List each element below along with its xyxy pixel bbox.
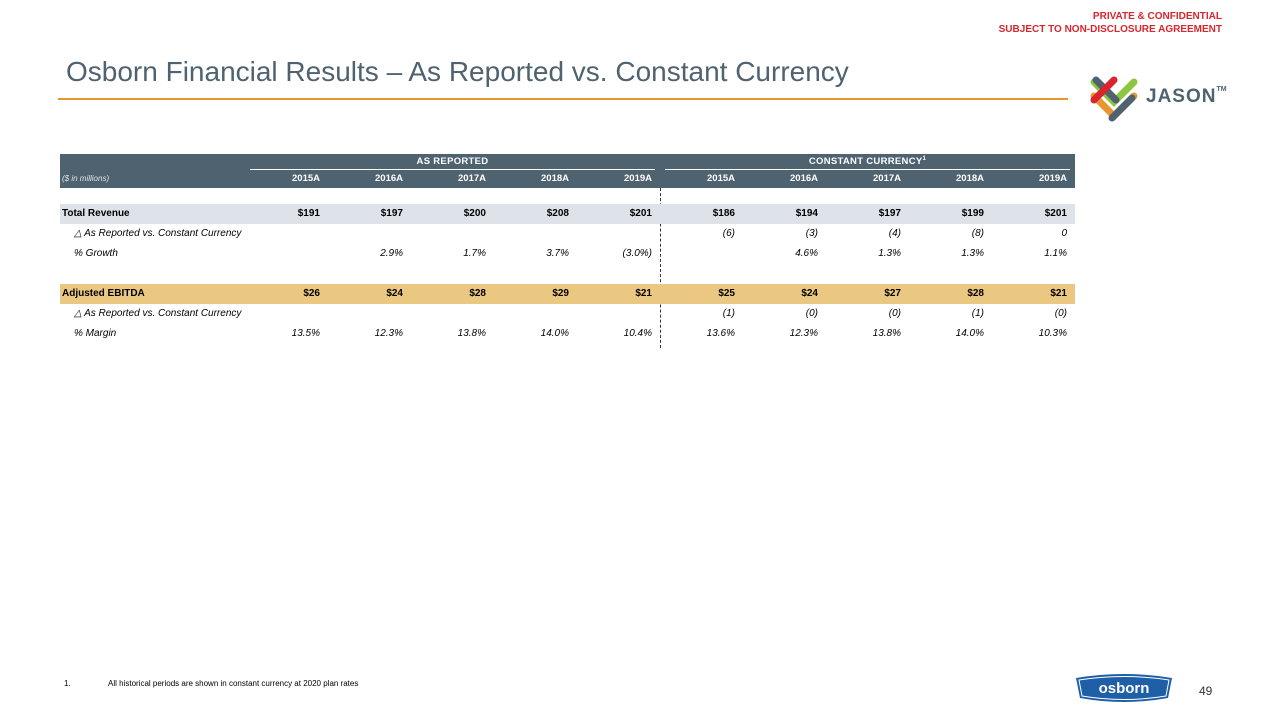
osborn-logo-text: osborn bbox=[1099, 680, 1150, 697]
year-header: 2019A bbox=[1039, 173, 1067, 184]
table-cell: 0 bbox=[1061, 228, 1067, 239]
footnote-text: All historical periods are shown in cons… bbox=[108, 679, 359, 688]
year-header: 2017A bbox=[458, 173, 486, 184]
table-cell: 10.3% bbox=[1038, 328, 1067, 339]
row-label: Adjusted EBITDA bbox=[62, 288, 145, 299]
group-constant-footnote-ref: 1 bbox=[922, 156, 927, 162]
row-label: △ As Reported vs. Constant Currency bbox=[74, 308, 242, 319]
unit-label: ($ in millions) bbox=[62, 174, 110, 183]
group-underline bbox=[665, 169, 1070, 170]
table-cell: 4.6% bbox=[795, 248, 818, 259]
table-cell: $194 bbox=[795, 208, 818, 219]
confidential-notice: PRIVATE & CONFIDENTIAL SUBJECT TO NON-DI… bbox=[999, 10, 1222, 36]
footnote-number: 1. bbox=[64, 679, 71, 688]
table-cell: $186 bbox=[712, 208, 735, 219]
table-cell: (0) bbox=[888, 308, 901, 319]
table-cell: $25 bbox=[718, 288, 735, 299]
table-cell: $24 bbox=[386, 288, 403, 299]
jason-logo-icon bbox=[1090, 76, 1138, 122]
group-constant-currency: CONSTANT CURRENCY1 bbox=[665, 156, 1070, 167]
table-cell: 1.1% bbox=[1044, 248, 1067, 259]
table-cell: $201 bbox=[629, 208, 652, 219]
table-cell: 1.3% bbox=[961, 248, 984, 259]
table-cell: $29 bbox=[552, 288, 569, 299]
page-title: Osborn Financial Results – As Reported v… bbox=[66, 56, 849, 87]
table-cell: $28 bbox=[967, 288, 984, 299]
confidential-line-1: PRIVATE & CONFIDENTIAL bbox=[1092, 11, 1222, 22]
title-divider bbox=[58, 98, 1068, 100]
jason-name: JASON bbox=[1146, 86, 1217, 107]
jason-logo-text: JASONTM bbox=[1146, 86, 1227, 108]
table-row-revenue-delta: △ As Reported vs. Constant Currency (6) … bbox=[60, 224, 1075, 244]
table-cell: $201 bbox=[1044, 208, 1067, 219]
table-cell: $191 bbox=[297, 208, 320, 219]
year-header: 2016A bbox=[790, 173, 818, 184]
row-label: % Growth bbox=[74, 248, 118, 259]
table-cell: $200 bbox=[463, 208, 486, 219]
table-cell: (4) bbox=[888, 228, 901, 239]
group-constant-label: CONSTANT CURRENCY bbox=[808, 156, 923, 168]
table-cell: (6) bbox=[722, 228, 735, 239]
table-cell: 1.7% bbox=[463, 248, 486, 259]
confidential-line-2: SUBJECT TO NON-DISCLOSURE AGREEMENT bbox=[998, 24, 1222, 35]
table-cell: 12.3% bbox=[374, 328, 403, 339]
year-header: 2017A bbox=[873, 173, 901, 184]
table-cell: $26 bbox=[303, 288, 320, 299]
table-cell: (8) bbox=[971, 228, 984, 239]
table-cell: (3) bbox=[805, 228, 818, 239]
table-cell: $27 bbox=[884, 288, 901, 299]
year-header: 2016A bbox=[375, 173, 403, 184]
row-label: % Margin bbox=[74, 328, 117, 339]
table-cell: $199 bbox=[961, 208, 984, 219]
group-header-row: AS REPORTED CONSTANT CURRENCY1 bbox=[60, 154, 1075, 170]
table-cell: 13.8% bbox=[457, 328, 486, 339]
group-as-reported: AS REPORTED bbox=[416, 156, 489, 167]
year-header: 2018A bbox=[541, 173, 569, 184]
table-cell: 14.0% bbox=[955, 328, 984, 339]
table-cell: 13.8% bbox=[872, 328, 901, 339]
table-cell: 3.7% bbox=[546, 248, 569, 259]
table-cell: (0) bbox=[805, 308, 818, 319]
table-cell: $24 bbox=[801, 288, 818, 299]
osborn-logo-icon: osborn bbox=[1076, 674, 1172, 702]
page-number: 49 bbox=[1199, 684, 1213, 698]
table-cell: (3.0%) bbox=[622, 248, 652, 259]
jason-tm: TM bbox=[1216, 86, 1227, 93]
table-cell: $21 bbox=[635, 288, 652, 299]
table-cell: $21 bbox=[1050, 288, 1067, 299]
reported-constant-divider bbox=[660, 188, 661, 348]
table-cell: (0) bbox=[1054, 308, 1067, 319]
table-cell: (1) bbox=[971, 308, 984, 319]
year-header-row: ($ in millions) 2015A 2016A 2017A 2018A … bbox=[60, 170, 1075, 188]
table-cell: 12.3% bbox=[789, 328, 818, 339]
table-row-adjusted-ebitda: Adjusted EBITDA $26 $24 $28 $29 $21 $25 … bbox=[60, 284, 1075, 304]
table-cell: 14.0% bbox=[540, 328, 569, 339]
year-header: 2015A bbox=[292, 173, 320, 184]
table-cell: 13.5% bbox=[291, 328, 320, 339]
table-cell: 10.4% bbox=[623, 328, 652, 339]
table-row-ebitda-delta: △ As Reported vs. Constant Currency (1) … bbox=[60, 304, 1075, 324]
year-header: 2019A bbox=[624, 173, 652, 184]
footnote: 1. All historical periods are shown in co… bbox=[64, 679, 358, 688]
table-cell: $208 bbox=[546, 208, 569, 219]
table-cell: 13.6% bbox=[706, 328, 735, 339]
year-header: 2015A bbox=[707, 173, 735, 184]
table-row-growth: % Growth 2.9% 1.7% 3.7% (3.0%) 4.6% 1.3%… bbox=[60, 244, 1075, 264]
table-cell: (1) bbox=[722, 308, 735, 319]
group-underline bbox=[250, 169, 655, 170]
row-label: △ As Reported vs. Constant Currency bbox=[74, 228, 242, 239]
table-cell: $28 bbox=[469, 288, 486, 299]
year-header: 2018A bbox=[956, 173, 984, 184]
table-row-margin: % Margin 13.5% 12.3% 13.8% 14.0% 10.4% 1… bbox=[60, 324, 1075, 344]
row-label: Total Revenue bbox=[62, 208, 130, 219]
table-cell: 1.3% bbox=[878, 248, 901, 259]
table-cell: $197 bbox=[878, 208, 901, 219]
table-cell: $197 bbox=[380, 208, 403, 219]
table-row-total-revenue: Total Revenue $191 $197 $200 $208 $201 $… bbox=[60, 204, 1075, 224]
table-cell: 2.9% bbox=[380, 248, 403, 259]
